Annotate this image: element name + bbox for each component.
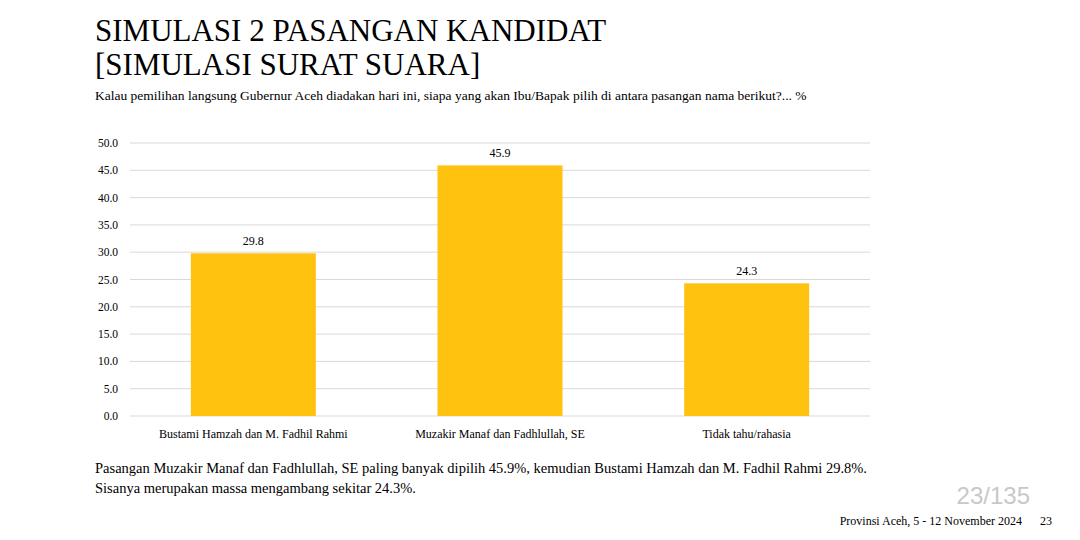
x-tick-label: Muzakir Manaf dan Fadhlullah, SE [415,427,585,441]
y-tick-label: 20.0 [98,301,118,313]
bar [191,253,316,416]
y-tick-label: 30.0 [98,246,118,258]
watermark: 23/135 [957,482,1030,510]
y-tick-label: 5.0 [104,383,119,395]
page-number: 23 [1040,514,1052,529]
bar [684,283,809,416]
question: Kalau pemilihan langsung Gubernur Aceh d… [95,88,807,104]
y-tick-label: 45.0 [98,164,118,176]
y-tick-label: 40.0 [98,192,118,204]
x-tick-label: Bustami Hamzah dan M. Fadhil Rahmi [159,427,348,441]
y-tick-label: 0.0 [104,410,119,422]
footer: Provinsi Aceh, 5 - 12 November 2024 [840,514,1022,529]
data-label: 45.9 [490,146,511,160]
chart: 0.0 5.0 10.0 15.0 20.0 25.0 30.0 35.0 40.0 45.0 50… [0,0,1080,540]
y-tick-label: 15.0 [98,328,118,340]
bars [191,165,809,416]
y-tick-label: 35.0 [98,219,118,231]
caption: Pasangan Muzakir Manaf dan Fadhlullah, S… [95,458,915,498]
y-tick-label: 50.0 [98,137,118,149]
data-label: 24.3 [736,264,757,278]
x-tick-label: Tidak tahu/rahasia [702,427,791,441]
y-tick-label: 10.0 [98,355,118,367]
y-tick-label: 25.0 [98,274,118,286]
grid-line [130,143,870,144]
bar [438,165,563,416]
data-label: 29.8 [243,234,264,248]
subtitle: [SIMULASI SURAT SUARA] [95,48,480,82]
title: SIMULASI 2 PASANGAN KANDIDAT [95,14,606,48]
